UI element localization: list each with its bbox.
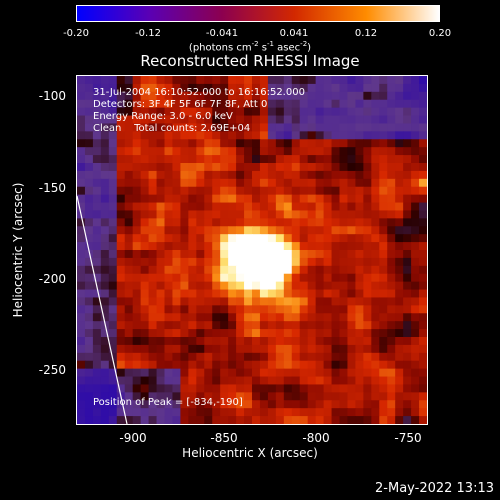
plot-title: Reconstructed RHESSI Image (140, 52, 360, 70)
colorbar-tick-label: 0.20 (428, 28, 452, 39)
x-tick-label: -850 (210, 431, 238, 445)
energy-range: Energy Range: 3.0 - 6.0 keV (93, 111, 233, 122)
x-axis-label: Heliocentric X (arcsec) (182, 446, 318, 460)
clean-total-counts: Clean Total counts: 2.69E+04 (93, 123, 251, 134)
colorbar-tick-label: -0.20 (63, 28, 89, 39)
rhessi-image (76, 75, 428, 425)
colorbar-tick-label: 0.12 (354, 28, 378, 39)
y-axis-label: Heliocentric Y (arcsec) (11, 182, 25, 318)
x-tick-label: -900 (119, 431, 147, 445)
peak-position: Position of Peak = [-834,-190] (93, 397, 243, 408)
colorbar-tick-label: -0.041 (205, 28, 239, 39)
x-tick-label: -800 (302, 431, 330, 445)
rhessi-image-canvas (77, 76, 427, 424)
y-tick-label: -100 (38, 89, 66, 103)
solar-limb-line (77, 195, 128, 424)
colorbar (76, 5, 440, 22)
x-tick-label: -750 (394, 431, 422, 445)
observation-time: 31-Jul-2004 16:10:52.000 to 16:16:52.000 (93, 87, 305, 98)
y-tick-label: -150 (38, 181, 66, 195)
detectors-info: Detectors: 3F 4F 5F 6F 7F 8F, Att 0 (93, 99, 268, 110)
plot-timestamp: 2-May-2022 13:13 (375, 481, 494, 496)
colorbar-units: (photons cm-2 s-1 asec-2) (188, 40, 312, 54)
y-tick-label: -200 (38, 272, 66, 286)
colorbar-tick-label: 0.041 (279, 28, 309, 39)
y-tick-label: -250 (38, 363, 66, 377)
colorbar-tick-label: -0.12 (135, 28, 161, 39)
